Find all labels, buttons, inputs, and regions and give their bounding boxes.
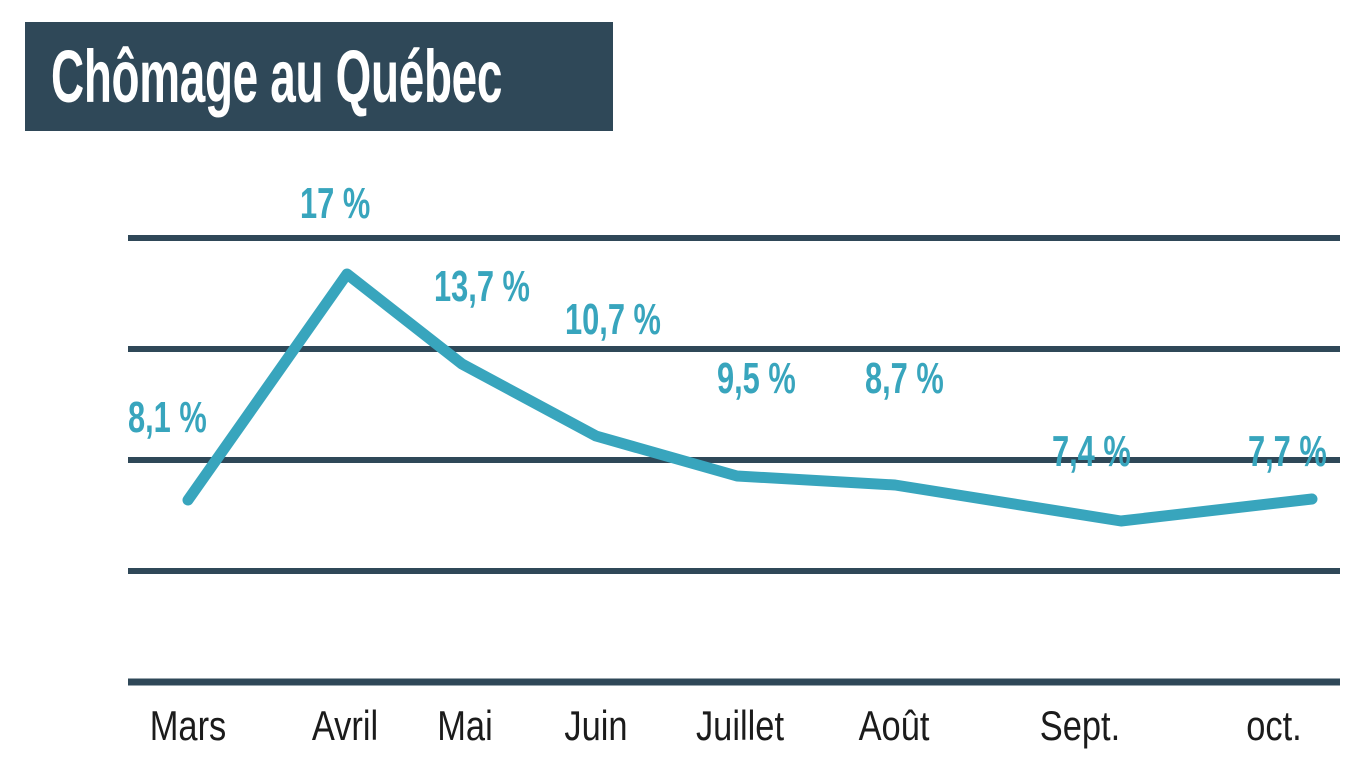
xtick-label-sept: Sept.: [1039, 702, 1121, 749]
unemployment-line: [182, 268, 1318, 527]
xtick-label-mai: Mai: [437, 702, 493, 749]
xtick-label-avril: Avril: [311, 702, 379, 749]
chart-title-banner: Chômage au Québec: [25, 22, 613, 131]
xtick-label-aout: Août: [858, 702, 930, 749]
data-label-avril: 17 %: [300, 179, 371, 228]
data-series-line: [182, 268, 1318, 527]
data-label-sept: 7,4 %: [1052, 427, 1131, 476]
page-title: Chômage au Québec: [51, 34, 503, 118]
xtick-label-oct: oct.: [1246, 702, 1302, 749]
gridlines: [128, 235, 1340, 686]
data-label-mars: 8,1 %: [128, 393, 207, 442]
xtick-label-juin: Juin: [564, 702, 628, 749]
data-label-oct: 7,7 %: [1248, 427, 1327, 476]
xtick-label-juillet: Juillet: [695, 702, 785, 749]
data-label-juillet: 9,5 %: [717, 354, 796, 403]
data-label-juin: 10,7 %: [565, 295, 661, 344]
xtick-label-mars: Mars: [149, 702, 227, 749]
data-label-mai: 13,7 %: [434, 262, 530, 311]
data-label-aout: 8,7 %: [865, 354, 944, 403]
